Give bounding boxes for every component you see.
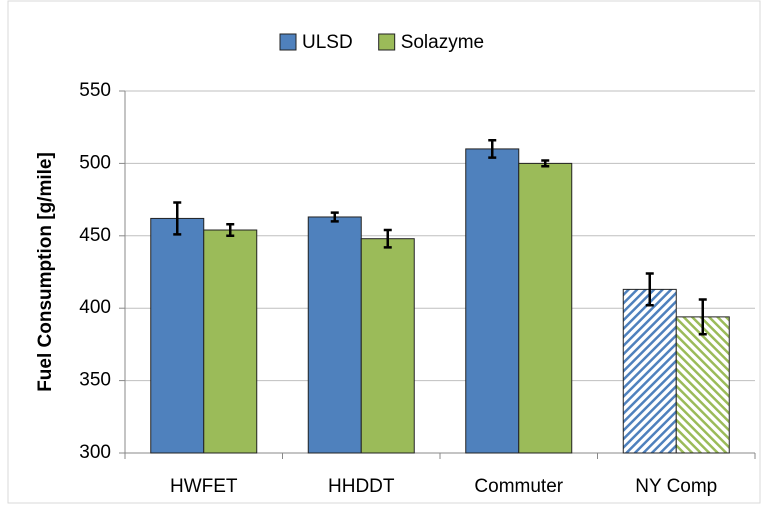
error-bar [173, 201, 182, 236]
error-bar [698, 298, 707, 336]
error-bar [541, 159, 550, 168]
y-tick-label: 350 [79, 370, 111, 391]
y-tick-label: 550 [79, 80, 111, 101]
bar [360, 238, 415, 454]
bar [675, 316, 730, 454]
error-bar [383, 228, 392, 249]
bar [518, 162, 573, 454]
legend-label: Solazyme [401, 32, 484, 53]
error-bar [645, 272, 654, 307]
y-axis-label: Fuel Consumption [g/mile] [35, 152, 56, 392]
x-tick-label: HWFET [170, 476, 238, 497]
legend-label: ULSD [302, 32, 353, 53]
y-tick-label: 400 [79, 297, 111, 318]
x-tick-label: Commuter [474, 476, 563, 497]
y-tick-label: 300 [79, 442, 111, 463]
x-tick-label: HHDDT [328, 476, 395, 497]
legend-swatch [378, 33, 396, 51]
error-bar [488, 138, 497, 159]
bar [150, 217, 205, 454]
bar [622, 288, 677, 454]
x-tick-label: NY Comp [635, 476, 717, 497]
y-tick-label: 450 [79, 225, 111, 246]
bar [203, 229, 258, 454]
y-tick-label: 500 [79, 152, 111, 173]
bar [307, 216, 362, 454]
bar [465, 148, 520, 454]
error-bar [330, 211, 339, 223]
error-bar [226, 222, 235, 238]
legend-swatch [279, 33, 297, 51]
